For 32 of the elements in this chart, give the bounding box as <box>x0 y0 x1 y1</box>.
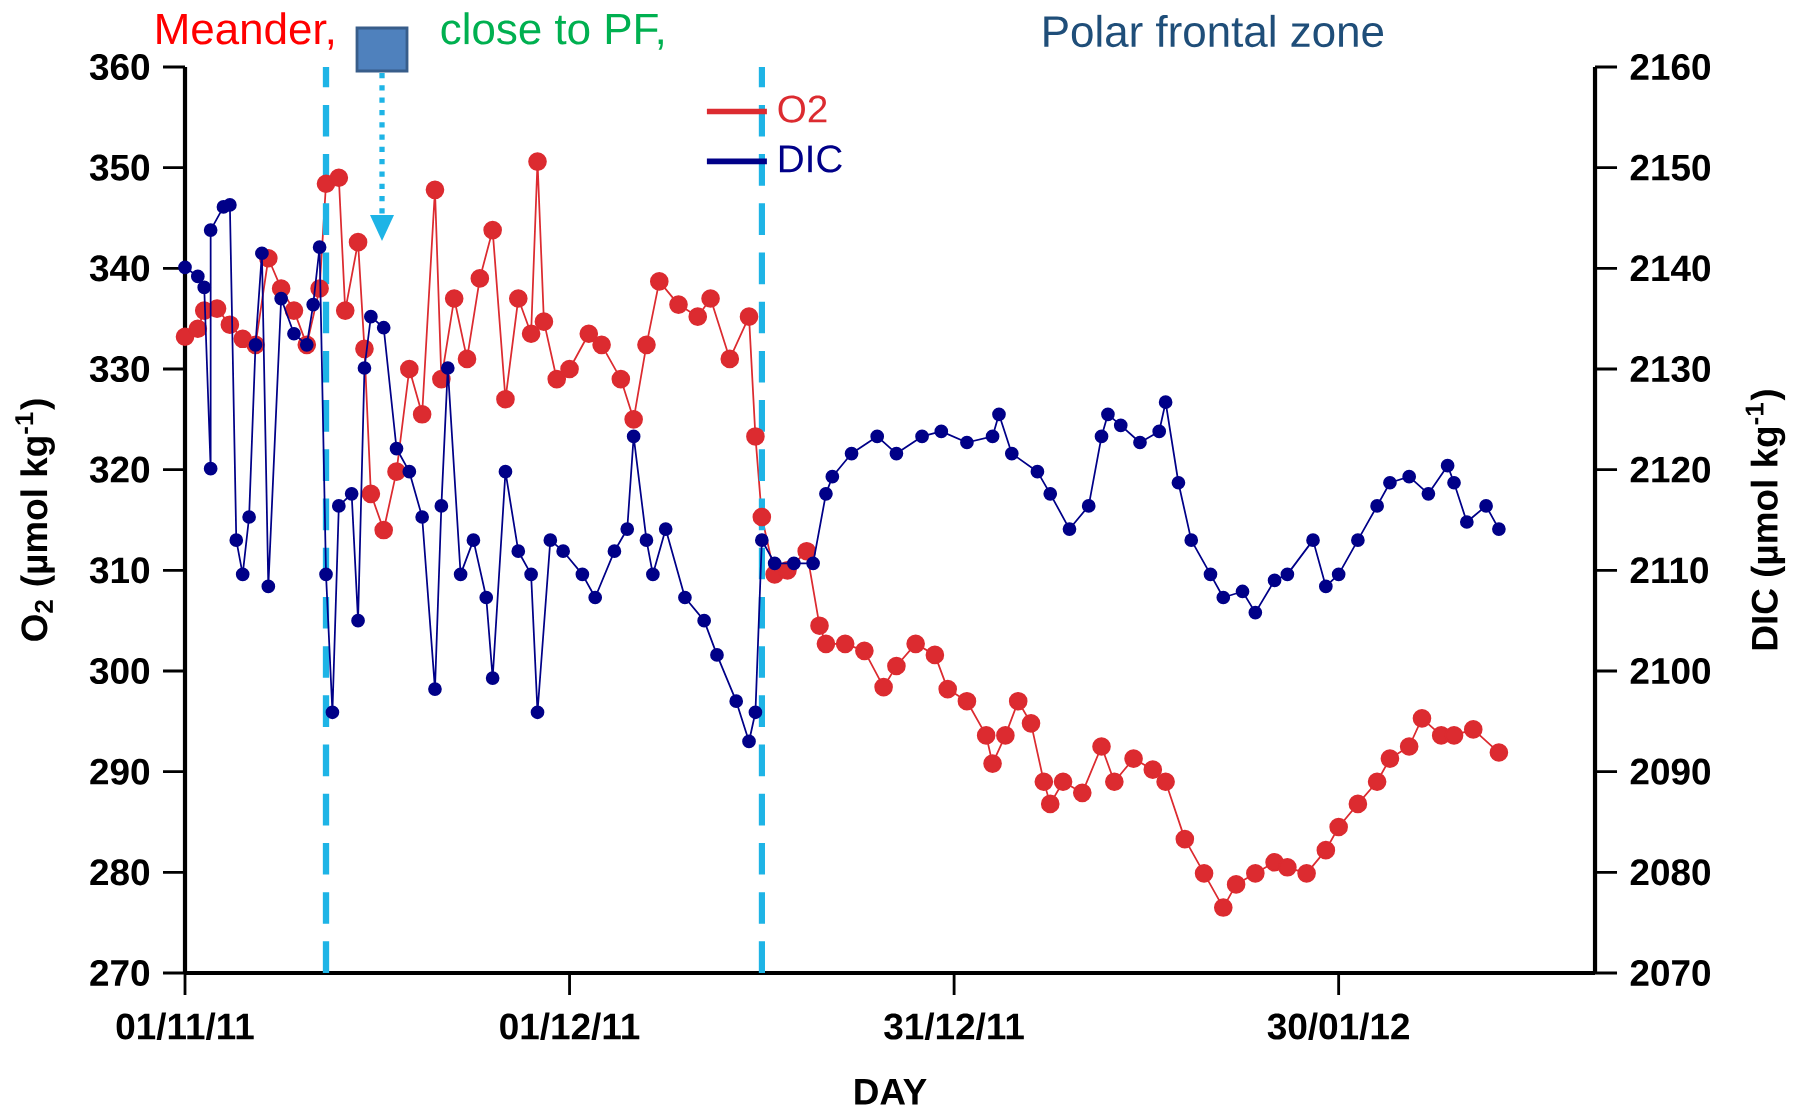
y2-tick-label: 2090 <box>1630 758 1711 785</box>
y2-tick-label: 2120 <box>1630 456 1711 483</box>
y2-tick-label: 2150 <box>1630 154 1711 181</box>
legend-label: DIC <box>779 145 842 173</box>
y-tick-label: 350 <box>89 154 150 181</box>
legend-label: O2 <box>778 95 827 123</box>
y-tick-label: 360 <box>89 53 150 81</box>
text: close to PF, <box>441 12 663 50</box>
x-tick-label: 31/12/11 <box>884 1012 1024 1040</box>
y-tick-label: 280 <box>90 859 150 886</box>
text: Meander, <box>157 12 333 50</box>
y-axis-title: O$_{2}$ (µmol kg$^{-1}$) <box>15 399 55 641</box>
y-tick-label: 320 <box>89 456 150 483</box>
x-axis-title: DAY <box>855 1079 927 1105</box>
y2-tick-label: 2130 <box>1630 355 1711 383</box>
text: Polar frontal zone <box>1044 14 1384 48</box>
y2-tick-label: 2160 <box>1630 53 1711 81</box>
y2-tick-label: 2140 <box>1630 255 1711 282</box>
y-tick-label: 290 <box>90 758 150 785</box>
x-tick-label: 01/11/11 <box>116 1012 254 1040</box>
y2-tick-label: 2070 <box>1630 959 1711 987</box>
y2-tick-label: 2110 <box>1630 557 1708 584</box>
y-tick-label: 340 <box>89 255 150 282</box>
y2-tick-label: 2100 <box>1630 657 1711 685</box>
y-tick-label: 330 <box>89 355 150 383</box>
y2-axis-title: DIC (µmol kg$^{-1}$) <box>1745 390 1786 650</box>
y2-tick-label: 2080 <box>1630 859 1711 886</box>
x-tick-label: 30/01/12 <box>1267 1012 1409 1040</box>
y-tick-label: 300 <box>89 657 150 685</box>
x-tick-label: 01/12/11 <box>500 1012 640 1040</box>
y-tick-label: 310 <box>89 557 150 584</box>
y-tick-label: 270 <box>90 959 150 987</box>
